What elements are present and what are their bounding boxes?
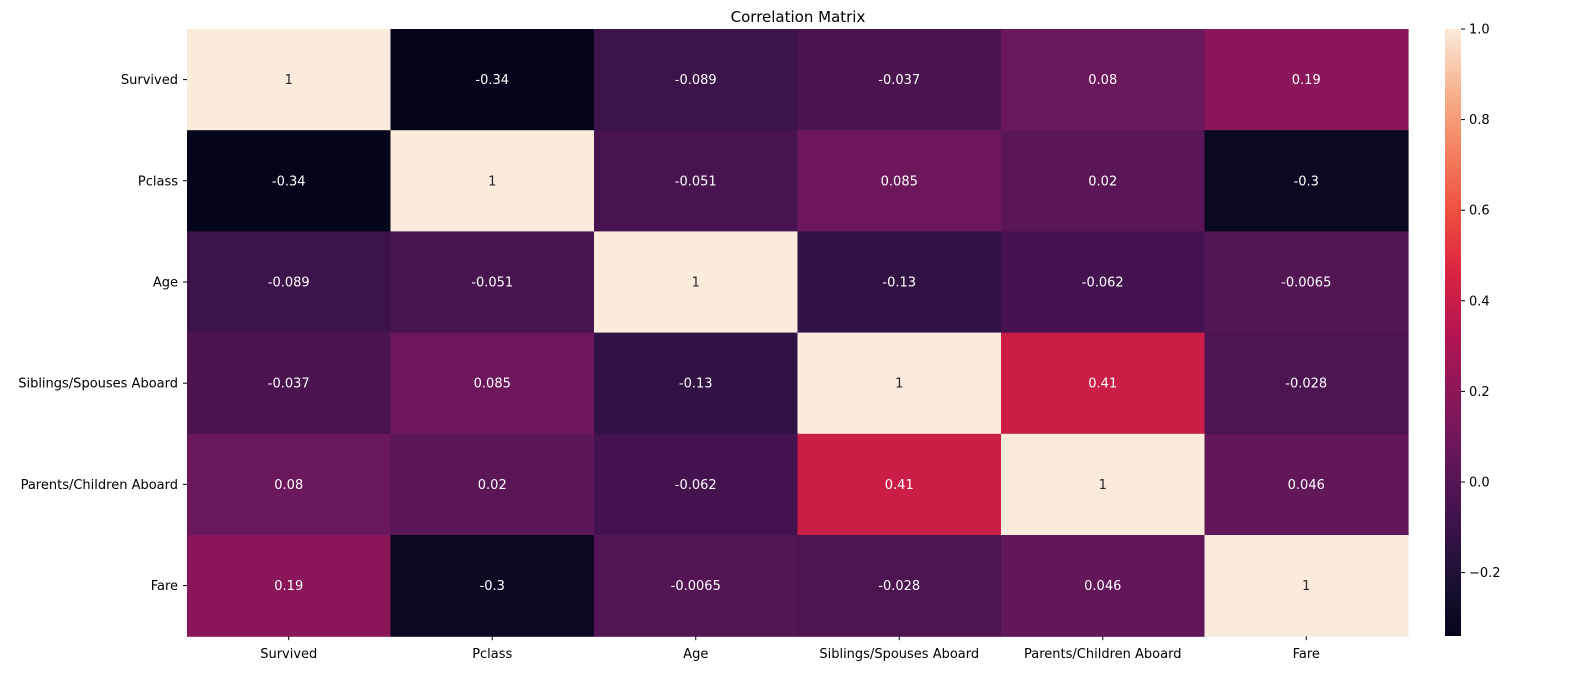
heatmap-cell-siblings-spouses-aboard-siblings-spouses-aboard [797,332,1002,435]
cell-value-label: -0.0065 [1281,276,1331,291]
heatmap-cell-survived-pclass [390,29,595,131]
heatmap-cell-siblings-spouses-aboard-survived [187,332,392,435]
heatmap-cell-fare-parents-children-aboard [1001,535,1206,637]
x-tick-label: Pclass [472,647,512,662]
cell-value-label: 0.19 [274,579,303,594]
cell-value-label: -0.13 [882,276,916,291]
heatmap-cell-parents-children-aboard-survived [187,433,392,536]
colorbar-tick-label: 0.4 [1469,294,1490,309]
x-tick-label: Survived [260,647,317,662]
heatmap-cell-fare-siblings-spouses-aboard [797,535,1002,637]
cell-value-label: 0.41 [885,478,914,493]
heatmap-cell-pclass-fare [1204,130,1409,232]
colorbar-tick-label: −0.2 [1469,566,1501,581]
colorbar-tick-label: 0.8 [1469,113,1490,128]
cell-value-label: 1 [1302,579,1310,594]
heatmap-cells [187,29,1409,637]
heatmap-cell-parents-children-aboard-siblings-spouses-aboard [797,433,1002,536]
cell-value-label: -0.089 [675,73,717,88]
heatmap-cell-fare-pclass [390,535,595,637]
cell-value-label: 1 [488,174,496,189]
y-tick-label: Survived [121,73,178,88]
cell-value-label: 0.085 [474,377,511,392]
colorbar-tick-label: 0.6 [1469,204,1490,219]
heatmap-cell-siblings-spouses-aboard-parents-children-aboard [1001,332,1206,435]
heatmap-cell-survived-parents-children-aboard [1001,29,1206,131]
heatmap-cell-survived-fare [1204,29,1409,131]
heatmap-cell-siblings-spouses-aboard-age [594,332,799,435]
cell-value-label: -0.34 [475,73,509,88]
cell-value-label: 1 [1099,478,1107,493]
y-tick-label: Pclass [138,174,178,189]
heatmap-cell-age-survived [187,231,392,334]
x-tick-label: Parents/Children Aboard [1024,647,1181,662]
y-tick-label: Age [153,276,178,291]
heatmap-cell-age-parents-children-aboard [1001,231,1206,334]
chart-title: Correlation Matrix [731,8,866,26]
cell-value-label: -0.037 [878,73,920,88]
heatmap-cell-survived-age [594,29,799,131]
cell-value-label: -0.028 [878,579,920,594]
cell-value-label: -0.051 [471,276,513,291]
cell-value-label: 0.19 [1292,73,1321,88]
cell-value-label: -0.028 [1285,377,1327,392]
cell-value-label: 0.02 [478,478,507,493]
x-tick-label: Siblings/Spouses Aboard [819,647,979,662]
heatmap-cell-age-age [594,231,799,334]
cell-value-label: 0.02 [1088,174,1117,189]
heatmap-cell-pclass-age [594,130,799,232]
cell-value-label: -0.0065 [671,579,721,594]
y-tick-label: Siblings/Spouses Aboard [18,377,178,392]
heatmap-cell-fare-age [594,535,799,637]
cell-value-label: 0.41 [1088,377,1117,392]
cell-value-label: -0.051 [675,174,717,189]
cell-value-label: 0.08 [274,478,303,493]
y-axis: Survived Pclass Age Siblings/Spouses Aboard… [18,73,187,594]
cell-value-label: -0.062 [675,478,717,493]
y-tick-label: Parents/Children Aboard [21,478,178,493]
cell-value-label: 0.08 [1088,73,1117,88]
cell-value-label: -0.13 [679,377,713,392]
colorbar-tick-label: 0.2 [1469,385,1490,400]
cell-value-label: -0.3 [1294,174,1319,189]
heatmap-cell-pclass-survived [187,130,392,232]
cell-value-label: -0.34 [272,174,306,189]
heatmap-cell-labels: 1 -0.34 -0.089 -0.037 0.08 0.19 -0.34 1 -0.051 0.… [268,73,1332,594]
heatmap-cell-parents-children-aboard-fare [1204,433,1409,536]
heatmap-cell-pclass-parents-children-aboard [1001,130,1206,232]
heatmap-cell-fare-fare [1204,535,1409,637]
heatmap-cell-age-fare [1204,231,1409,334]
heatmap-cell-fare-survived [187,535,392,637]
colorbar-tick-label: 1.0 [1469,23,1490,38]
heatmap-cell-siblings-spouses-aboard-fare [1204,332,1409,435]
colorbar: −0.2 0.0 0.2 0.4 0.6 0.8 1.0 [1445,23,1501,636]
cell-value-label: 1 [285,73,293,88]
colorbar-gradient [1445,29,1461,636]
heatmap-cell-survived-survived [187,29,392,131]
cell-value-label: -0.037 [268,377,310,392]
cell-value-label: -0.089 [268,276,310,291]
cell-value-label: -0.3 [480,579,505,594]
colorbar-tick-label: 0.0 [1469,475,1490,490]
cell-value-label: -0.062 [1082,276,1124,291]
heatmap-cell-pclass-siblings-spouses-aboard [797,130,1002,232]
heatmap-cell-parents-children-aboard-parents-children-aboard [1001,433,1206,536]
cell-value-label: 1 [895,377,903,392]
cell-value-label: 0.085 [881,174,918,189]
cell-value-label: 1 [692,276,700,291]
cell-value-label: 0.046 [1084,579,1121,594]
x-tick-label: Fare [1293,647,1320,662]
x-axis: Survived Pclass Age Siblings/Spouses Aboard… [260,636,1320,662]
heatmap-cell-parents-children-aboard-pclass [390,433,595,536]
heatmap-cell-pclass-pclass [390,130,595,232]
heatmap-cell-age-pclass [390,231,595,334]
cell-value-label: 0.046 [1288,478,1325,493]
x-tick-label: Age [683,647,708,662]
heatmap-cell-age-siblings-spouses-aboard [797,231,1002,334]
heatmap-cell-survived-siblings-spouses-aboard [797,29,1002,131]
heatmap-cell-parents-children-aboard-age [594,433,799,536]
y-tick-label: Fare [151,579,178,594]
heatmap-cell-siblings-spouses-aboard-pclass [390,332,595,435]
